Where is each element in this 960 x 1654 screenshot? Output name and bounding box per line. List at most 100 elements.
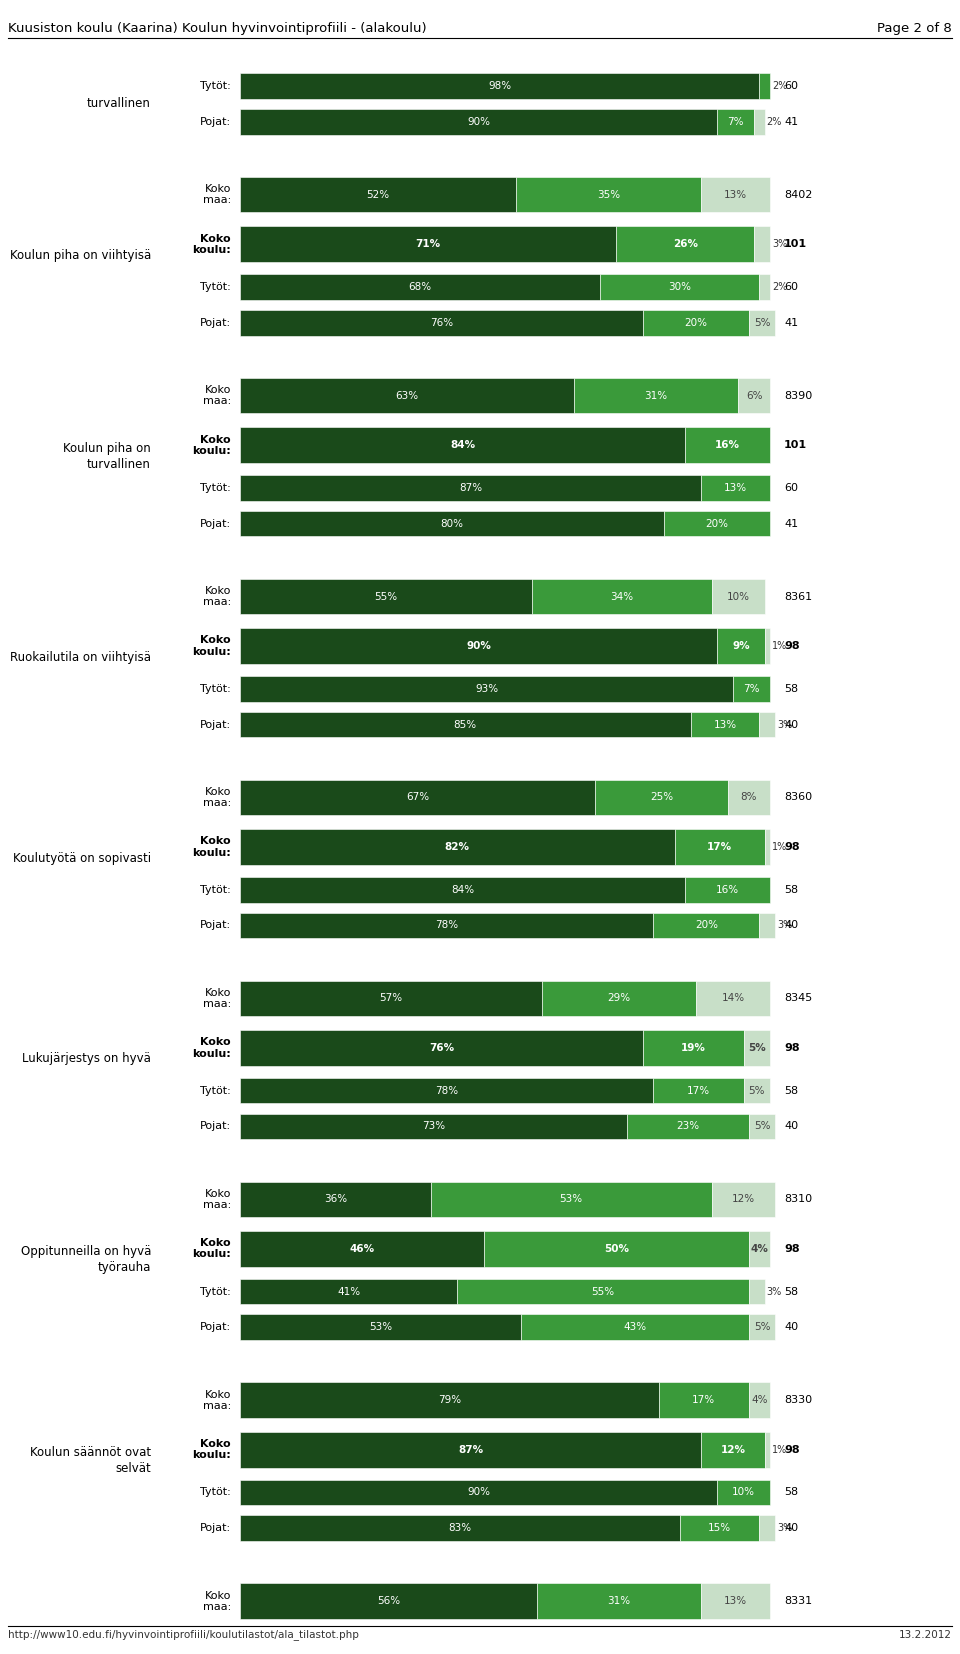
Text: Koko
koulu:: Koko koulu: bbox=[192, 1037, 231, 1059]
Text: 12%: 12% bbox=[732, 1194, 756, 1204]
Bar bbox=[738, 377, 770, 414]
Text: 82%: 82% bbox=[444, 842, 469, 852]
Text: 10%: 10% bbox=[732, 1487, 755, 1497]
Text: 40: 40 bbox=[784, 920, 798, 931]
Text: 87%: 87% bbox=[458, 1446, 483, 1456]
Bar bbox=[759, 913, 776, 938]
Bar bbox=[765, 829, 770, 865]
Bar bbox=[240, 676, 732, 701]
Text: 2%: 2% bbox=[772, 281, 787, 291]
Text: 41: 41 bbox=[784, 117, 798, 127]
Bar bbox=[765, 629, 770, 663]
Bar bbox=[240, 877, 685, 903]
Text: 3%: 3% bbox=[767, 1287, 782, 1297]
Text: 8402: 8402 bbox=[784, 190, 812, 200]
Text: 3%: 3% bbox=[772, 240, 787, 250]
Bar bbox=[616, 227, 755, 261]
Text: 20%: 20% bbox=[706, 519, 729, 529]
Bar bbox=[240, 913, 654, 938]
Bar bbox=[240, 227, 616, 261]
Text: Koko
koulu:: Koko koulu: bbox=[192, 435, 231, 457]
Text: 83%: 83% bbox=[448, 1523, 471, 1533]
Bar bbox=[701, 177, 770, 212]
Text: 13%: 13% bbox=[724, 1596, 747, 1606]
Text: 53%: 53% bbox=[369, 1322, 392, 1333]
Bar bbox=[240, 829, 675, 865]
Text: 4%: 4% bbox=[751, 1396, 768, 1406]
Text: 12%: 12% bbox=[720, 1446, 745, 1456]
Bar bbox=[240, 1030, 643, 1065]
Text: 101: 101 bbox=[784, 440, 807, 450]
Text: 41%: 41% bbox=[337, 1287, 360, 1297]
Bar bbox=[240, 1113, 627, 1140]
Text: 23%: 23% bbox=[676, 1121, 700, 1131]
Text: 98: 98 bbox=[784, 1044, 800, 1054]
Bar bbox=[574, 377, 738, 414]
Text: 40: 40 bbox=[784, 1523, 798, 1533]
Bar bbox=[240, 427, 685, 463]
Text: Pojat:: Pojat: bbox=[200, 1322, 231, 1333]
Bar bbox=[627, 1113, 749, 1140]
Bar bbox=[701, 1432, 765, 1467]
Text: Pojat:: Pojat: bbox=[200, 719, 231, 729]
Text: Pojat:: Pojat: bbox=[200, 920, 231, 931]
Text: Koko
koulu:: Koko koulu: bbox=[192, 837, 231, 858]
Bar bbox=[749, 1279, 765, 1305]
Text: Tytöt:: Tytöt: bbox=[201, 683, 231, 693]
Text: 68%: 68% bbox=[409, 281, 432, 291]
Bar bbox=[484, 1231, 749, 1267]
Text: 58: 58 bbox=[784, 683, 798, 693]
Bar bbox=[240, 1231, 484, 1267]
Bar bbox=[240, 779, 595, 815]
Text: 13%: 13% bbox=[713, 719, 736, 729]
Bar bbox=[765, 1432, 770, 1467]
Text: 40: 40 bbox=[784, 1121, 798, 1131]
Text: Pojat:: Pojat: bbox=[200, 519, 231, 529]
Bar bbox=[717, 109, 755, 134]
Text: Pojat:: Pojat: bbox=[200, 117, 231, 127]
Text: Pojat:: Pojat: bbox=[200, 1121, 231, 1131]
Bar bbox=[240, 1480, 717, 1505]
Bar bbox=[743, 1030, 770, 1065]
Bar bbox=[728, 779, 770, 815]
Text: 73%: 73% bbox=[421, 1121, 445, 1131]
Text: 2%: 2% bbox=[767, 117, 782, 127]
Bar bbox=[240, 1078, 654, 1103]
Text: 63%: 63% bbox=[396, 390, 419, 400]
Text: turvallinen: turvallinen bbox=[87, 98, 151, 111]
Text: 60: 60 bbox=[784, 81, 798, 91]
Text: 36%: 36% bbox=[324, 1194, 347, 1204]
Text: Tytöt:: Tytöt: bbox=[201, 483, 231, 493]
Bar bbox=[759, 73, 770, 99]
Text: Koko
koulu:: Koko koulu: bbox=[192, 1439, 231, 1460]
Text: 41: 41 bbox=[784, 519, 798, 529]
Text: 13%: 13% bbox=[724, 483, 747, 493]
Text: 87%: 87% bbox=[459, 483, 482, 493]
Text: 58: 58 bbox=[784, 1287, 798, 1297]
Text: Tytöt:: Tytöt: bbox=[201, 1487, 231, 1497]
Text: 50%: 50% bbox=[604, 1244, 629, 1254]
Text: 13%: 13% bbox=[724, 190, 747, 200]
Bar bbox=[701, 475, 770, 501]
Text: Tytöt:: Tytöt: bbox=[201, 1085, 231, 1095]
Bar bbox=[521, 1315, 749, 1340]
Bar bbox=[685, 427, 770, 463]
Text: Koko
maa:: Koko maa: bbox=[203, 385, 231, 407]
Bar bbox=[600, 275, 759, 299]
Text: 71%: 71% bbox=[416, 240, 441, 250]
Text: 90%: 90% bbox=[466, 642, 491, 652]
Text: Ruokailutila on viihtyisä: Ruokailutila on viihtyisä bbox=[10, 650, 151, 663]
Bar bbox=[711, 579, 765, 614]
Text: 5%: 5% bbox=[754, 318, 770, 327]
Bar bbox=[743, 1078, 770, 1103]
Bar bbox=[240, 73, 759, 99]
Text: Koko
maa:: Koko maa: bbox=[203, 1389, 231, 1411]
Text: 43%: 43% bbox=[623, 1322, 646, 1333]
Bar bbox=[732, 676, 770, 701]
Text: 5%: 5% bbox=[754, 1121, 770, 1131]
Text: 57%: 57% bbox=[379, 994, 402, 1004]
Text: 53%: 53% bbox=[560, 1194, 583, 1204]
Text: Koko
maa:: Koko maa: bbox=[203, 987, 231, 1009]
Text: 67%: 67% bbox=[406, 792, 429, 802]
Text: Koulun piha on
turvallinen: Koulun piha on turvallinen bbox=[63, 442, 151, 471]
